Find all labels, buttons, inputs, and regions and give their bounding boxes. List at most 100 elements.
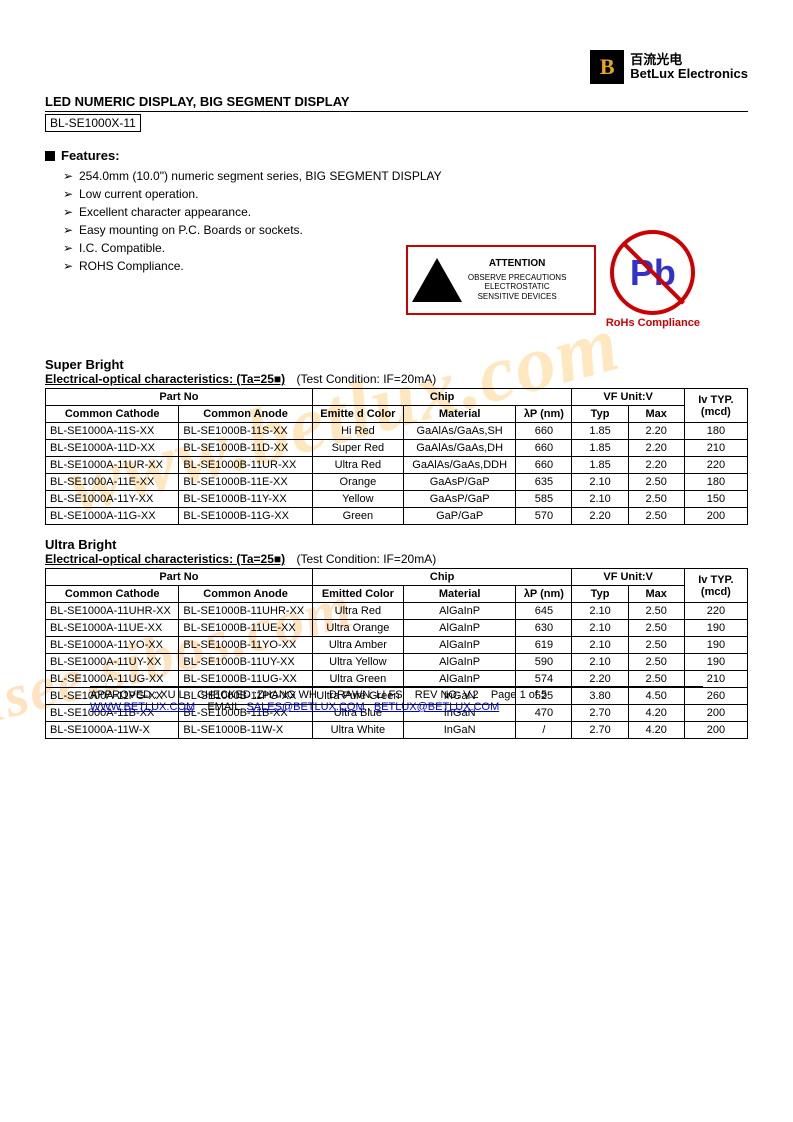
features-label: Features:	[61, 148, 120, 163]
esd-line3: SENSITIVE DEVICES	[468, 292, 567, 302]
cell-typ: 1.85	[572, 457, 628, 474]
hdr-max: Max	[628, 406, 684, 423]
hdr-partno: Part No	[46, 569, 313, 586]
feature-item: Excellent character appearance.	[63, 203, 748, 221]
website-link[interactable]: WWW.BETLUX.COM	[90, 701, 195, 713]
cell-cc: BL-SE1000A-11E-XX	[46, 474, 179, 491]
cell-cc: BL-SE1000A-11D-XX	[46, 440, 179, 457]
cell-ca: BL-SE1000B-11Y-XX	[179, 491, 312, 508]
table-row: BL-SE1000A-11UE-XX BL-SE1000B-11UE-XX Ul…	[46, 620, 748, 637]
cell-mat: GaAlAs/GaAs,SH	[404, 423, 516, 440]
cell-typ: 2.10	[572, 491, 628, 508]
approved: APPROVED : XU L	[90, 689, 185, 701]
header-row: B 百流光电 BetLux Electronics	[45, 50, 748, 84]
cell-lp: 660	[516, 440, 572, 457]
feature-item: 254.0mm (10.0") numeric segment series, …	[63, 167, 748, 185]
cell-max: 2.50	[628, 620, 684, 637]
table-row: BL-SE1000A-11UHR-XX BL-SE1000B-11UHR-XX …	[46, 603, 748, 620]
cell-lp: 570	[516, 508, 572, 525]
hdr-ecolor: Emitte d Color	[312, 406, 403, 423]
sb-char-label: Electrical-optical characteristics: (Ta=…	[45, 372, 285, 386]
cell-max: 4.20	[628, 722, 684, 739]
hdr-max: Max	[628, 586, 684, 603]
cell-lp: 590	[516, 654, 572, 671]
drawn: DRAWN: LI FS	[329, 689, 403, 701]
email2-link[interactable]: BETLUX@BETLUX.COM	[374, 701, 499, 713]
cell-max: 2.50	[628, 671, 684, 688]
checked: CHECKED :ZHANG WH	[197, 689, 317, 701]
super-bright-table: Part No Chip VF Unit:V Iv TYP.(mcd) Comm…	[45, 388, 748, 525]
cell-max: 2.20	[628, 457, 684, 474]
cell-typ: 2.20	[572, 508, 628, 525]
cell-cc: BL-SE1000A-11UY-XX	[46, 654, 179, 671]
hdr-lp: λP (nm)	[516, 586, 572, 603]
hdr-mat: Material	[404, 406, 516, 423]
cell-cc: BL-SE1000A-11YO-XX	[46, 637, 179, 654]
cell-max: 2.50	[628, 603, 684, 620]
title-hr	[45, 111, 748, 112]
rev: REV NO: V.2	[415, 689, 479, 701]
cell-lp: 630	[516, 620, 572, 637]
cell-iv: 190	[684, 620, 747, 637]
cell-ca: BL-SE1000B-11UG-XX	[179, 671, 312, 688]
cell-cc: BL-SE1000A-11UR-XX	[46, 457, 179, 474]
cell-iv: 190	[684, 637, 747, 654]
cell-iv: 210	[684, 440, 747, 457]
rohs-badge: Pb RoHs Compliance	[606, 230, 700, 329]
cell-color: Ultra Green	[312, 671, 403, 688]
cell-mat: AlGaInP	[404, 654, 516, 671]
esd-line1: OBSERVE PRECAUTIONS	[468, 273, 567, 283]
cell-iv: 180	[684, 423, 747, 440]
table-row: BL-SE1000A-11S-XX BL-SE1000B-11S-XX Hi R…	[46, 423, 748, 440]
cell-ca: BL-SE1000B-11YO-XX	[179, 637, 312, 654]
cell-color: Yellow	[312, 491, 403, 508]
feature-item: Low current operation.	[63, 185, 748, 203]
cell-color: Orange	[312, 474, 403, 491]
cell-lp: 574	[516, 671, 572, 688]
cell-iv: 190	[684, 654, 747, 671]
square-bullet-icon	[45, 151, 55, 161]
cell-typ: 2.10	[572, 637, 628, 654]
esd-triangle-icon	[412, 258, 462, 302]
cell-ca: BL-SE1000B-11G-XX	[179, 508, 312, 525]
cell-mat: AlGaInP	[404, 671, 516, 688]
hdr-cc: Common Cathode	[46, 406, 179, 423]
cell-lp: 645	[516, 603, 572, 620]
cell-max: 2.20	[628, 440, 684, 457]
hdr-vf: VF Unit:V	[572, 389, 684, 406]
cell-mat: GaP/GaP	[404, 508, 516, 525]
cell-color: Hi Red	[312, 423, 403, 440]
table-row: BL-SE1000A-11Y-XX BL-SE1000B-11Y-XX Yell…	[46, 491, 748, 508]
pb-text: Pb	[630, 252, 676, 294]
hdr-ecolor: Emitted Color	[312, 586, 403, 603]
cell-max: 2.50	[628, 508, 684, 525]
logo-cn: 百流光电	[630, 53, 748, 67]
badge-row: ATTENTION OBSERVE PRECAUTIONS ELECTROSTA…	[406, 230, 700, 329]
cell-lp: 660	[516, 457, 572, 474]
cell-mat: GaAsP/GaP	[404, 474, 516, 491]
cell-typ: 2.10	[572, 603, 628, 620]
features-heading: Features:	[45, 148, 748, 163]
esd-text: ATTENTION OBSERVE PRECAUTIONS ELECTROSTA…	[468, 258, 567, 302]
cell-lp: 585	[516, 491, 572, 508]
table-row: BL-SE1000A-11D-XX BL-SE1000B-11D-XX Supe…	[46, 440, 748, 457]
hdr-typ: Typ	[572, 586, 628, 603]
table-row: BL-SE1000A-11UG-XX BL-SE1000B-11UG-XX Ul…	[46, 671, 748, 688]
logo-glyph: B	[600, 54, 615, 80]
cell-typ: 2.10	[572, 474, 628, 491]
ub-char-label: Electrical-optical characteristics: (Ta=…	[45, 552, 285, 566]
cell-color: Green	[312, 508, 403, 525]
esd-attention: ATTENTION	[468, 258, 567, 270]
email1-link[interactable]: SALES@BETLUX.COM	[246, 701, 364, 713]
ultra-bright-heading: Ultra Bright	[45, 537, 748, 552]
table-row: BL-SE1000A-11G-XX BL-SE1000B-11G-XX Gree…	[46, 508, 748, 525]
table-row: BL-SE1000A-11E-XX BL-SE1000B-11E-XX Oran…	[46, 474, 748, 491]
logo: B 百流光电 BetLux Electronics	[590, 50, 748, 84]
hdr-typ: Typ	[572, 406, 628, 423]
hdr-chip: Chip	[312, 389, 572, 406]
hdr-lp: λP (nm)	[516, 406, 572, 423]
cell-cc: BL-SE1000A-11S-XX	[46, 423, 179, 440]
footer: APPROVED : XU L CHECKED :ZHANG WH DRAWN:…	[90, 686, 703, 713]
cell-ca: BL-SE1000B-11E-XX	[179, 474, 312, 491]
hdr-iv: Iv TYP.(mcd)	[684, 389, 747, 423]
